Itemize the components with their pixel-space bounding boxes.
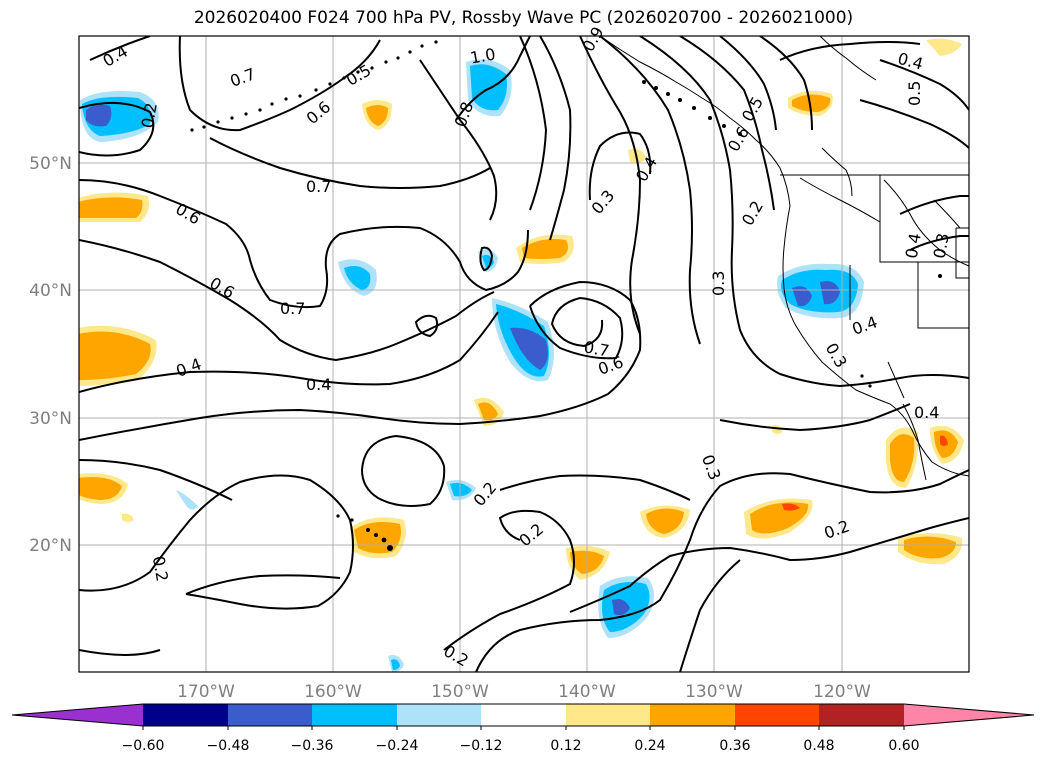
anomaly-shading xyxy=(79,38,964,672)
lat-label-20: 20°N xyxy=(29,536,72,556)
contour-label: 0.4 xyxy=(306,375,331,394)
map-frame xyxy=(78,35,970,673)
colorbar-tick: 0.24 xyxy=(634,738,665,754)
longitude-labels: 170°W 160°W 150°W 140°W 130°W 120°W xyxy=(177,682,871,702)
contour-label: 0.3 xyxy=(930,232,953,260)
lon-label-150w: 150°W xyxy=(431,682,489,702)
contour-label: 0.5 xyxy=(343,60,375,89)
contour-label: 0.2 xyxy=(149,555,172,583)
colorbar-segment xyxy=(819,704,904,726)
lon-label-170w: 170°W xyxy=(177,682,235,702)
lat-label-40: 40°N xyxy=(29,281,72,301)
contour-label: 0.3 xyxy=(587,186,618,218)
contour-label: 0.2 xyxy=(515,519,547,550)
colorbar-tick: 0.12 xyxy=(550,738,581,754)
contour-label: 1.0 xyxy=(469,44,497,67)
lon-label-120w: 120°W xyxy=(813,682,871,702)
contour-label: 0.4 xyxy=(174,354,204,381)
contour-label: 0.2 xyxy=(738,197,767,229)
lon-label-140w: 140°W xyxy=(558,682,616,702)
colorbar-segment xyxy=(143,704,228,726)
contour-label: 0.7 xyxy=(228,64,258,91)
colorbar-segment xyxy=(650,704,735,726)
contour-label: 0.7 xyxy=(306,177,331,196)
colorbar-tick: −0.48 xyxy=(207,738,250,754)
contour-label: 0.4 xyxy=(902,232,925,260)
colorbar-extend-min xyxy=(12,704,143,726)
contour-label: 0.5 xyxy=(905,81,924,106)
map-title: 2026020400 F024 700 hPa PV, Rossby Wave … xyxy=(193,8,854,28)
contour-label: 0.4 xyxy=(914,403,939,422)
colorbar-segment xyxy=(566,704,650,726)
contour-label: 0.2 xyxy=(822,516,852,543)
lat-label-30: 30°N xyxy=(29,409,72,429)
contour-label: 0.7 xyxy=(582,337,610,360)
colorbar-segment xyxy=(481,704,566,726)
colorbar-extend-max xyxy=(904,704,1034,726)
colorbar-segment xyxy=(735,704,819,726)
contour-label: 0.2 xyxy=(138,101,161,129)
contour-label: 0.6 xyxy=(724,123,753,155)
colorbar-tick: −0.60 xyxy=(122,738,165,754)
contour-label: 0.5 xyxy=(738,93,767,125)
contour-label: 0.7 xyxy=(280,299,305,318)
contour-label: 0.4 xyxy=(100,41,132,70)
lon-label-130w: 130°W xyxy=(685,682,743,702)
gridlines xyxy=(79,36,969,672)
contour-label: 0.2 xyxy=(469,478,500,510)
latitude-labels: 50°N 40°N 30°N 20°N xyxy=(29,154,72,556)
contour-label: 0.4 xyxy=(850,312,880,339)
colorbar-tick: −0.24 xyxy=(376,738,419,754)
colorbar-segment xyxy=(228,704,312,726)
negative-anomaly-patches xyxy=(80,59,864,672)
contour-label: 0.3 xyxy=(822,340,851,372)
colorbar-tick: 0.48 xyxy=(803,738,834,754)
pv-contours xyxy=(79,36,969,672)
colorbar-tick: 0.60 xyxy=(888,738,919,754)
contour-label: 0.6 xyxy=(206,273,238,302)
colorbar xyxy=(11,703,1035,730)
contour-label: 0.3 xyxy=(709,271,728,296)
colorbar-segment xyxy=(312,704,397,726)
lat-label-50: 50°N xyxy=(29,154,72,174)
contour-label: 0.3 xyxy=(698,452,725,482)
colorbar-tick: −0.12 xyxy=(460,738,503,754)
contour-label: 0.9 xyxy=(578,23,607,55)
colorbar-segment xyxy=(397,704,481,726)
colorbar-tick: −0.36 xyxy=(291,738,334,754)
coastlines xyxy=(599,36,969,481)
lon-label-160w: 160°W xyxy=(304,682,362,702)
colorbar-tick: 0.36 xyxy=(719,738,750,754)
colorbar-ticks: −0.60 −0.48 −0.36 −0.24 −0.12 0.12 0.24 … xyxy=(122,738,920,754)
contour-label: 0.4 xyxy=(896,49,926,74)
contour-label: 0.2 xyxy=(440,641,472,670)
